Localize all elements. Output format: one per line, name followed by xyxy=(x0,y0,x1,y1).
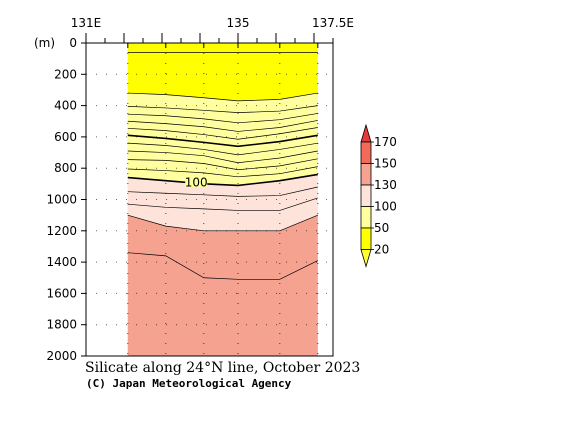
colorbar: 170 150 130 100 50 20 xyxy=(360,123,397,268)
contour-line xyxy=(127,186,318,197)
contour-lines xyxy=(127,52,318,280)
colorbar-segment-150_170 xyxy=(360,141,372,164)
contour-line xyxy=(127,92,318,102)
station-grid xyxy=(86,43,333,356)
contour-line xyxy=(127,142,318,156)
colorbar-label: 150 xyxy=(374,157,397,171)
colorbar-min-triangle xyxy=(360,249,372,268)
contour-line xyxy=(127,197,318,211)
y-tick-label: 2000 xyxy=(46,349,77,363)
x-tick-label: 131E xyxy=(71,16,102,30)
contour-line xyxy=(127,134,318,148)
colorbar-label: 130 xyxy=(374,178,397,192)
colorbar-max-triangle xyxy=(360,123,372,143)
contour-label-bg xyxy=(185,175,208,188)
contour-line xyxy=(127,158,318,171)
contour-line xyxy=(127,173,318,187)
contour-line xyxy=(127,120,318,132)
contour-line xyxy=(127,166,318,178)
fill-band-130_150 xyxy=(127,215,318,356)
y-tick-label: 1400 xyxy=(46,255,77,269)
colorbar-segment-130_150 xyxy=(360,163,372,186)
credit-label: (C) Japan Meteorological Agency xyxy=(86,377,292,390)
y-tick-label: 200 xyxy=(54,67,77,81)
y-tick-label: 1600 xyxy=(46,286,77,300)
contour-line xyxy=(127,214,318,232)
contour-inline-labels: 100 xyxy=(185,175,208,189)
colorbar-label: 20 xyxy=(374,243,389,257)
colorbar-label: 50 xyxy=(374,221,389,235)
contour-line xyxy=(127,113,318,124)
colorbar-segment-20_50 xyxy=(360,227,372,250)
x-axis: 131E 135 137.5E xyxy=(71,16,354,48)
contour-line xyxy=(127,150,318,164)
y-tick-label: 1800 xyxy=(46,318,77,332)
y-tick-label: 400 xyxy=(54,99,77,113)
colorbar-label: 170 xyxy=(374,135,397,149)
x-tick-label: 135 xyxy=(227,16,250,30)
contour-line xyxy=(127,252,318,280)
y-tick-label: 1000 xyxy=(46,193,77,207)
y-tick-label: 1200 xyxy=(46,224,77,238)
colorbar-segment-50_100 xyxy=(360,206,372,229)
contour-line xyxy=(127,105,318,113)
contour-line xyxy=(127,127,318,140)
colorbar-segment-100_130 xyxy=(360,184,372,207)
x-tick-label: 137.5E xyxy=(312,16,354,30)
y-axis: 0 200 400 600 800 1000 1200 1400 1600 1800 2000 xyxy=(46,36,86,363)
y-tick-label: 0 xyxy=(69,36,77,50)
y-tick-label: 800 xyxy=(54,161,77,175)
chart-title: Silicate along 24°N line, October 2023 xyxy=(85,360,360,376)
colorbar-label: 100 xyxy=(374,200,397,214)
y-tick-label: 600 xyxy=(54,130,77,144)
contour-label: 100 xyxy=(185,175,208,189)
y-axis-unit-label: (m) xyxy=(34,36,55,50)
